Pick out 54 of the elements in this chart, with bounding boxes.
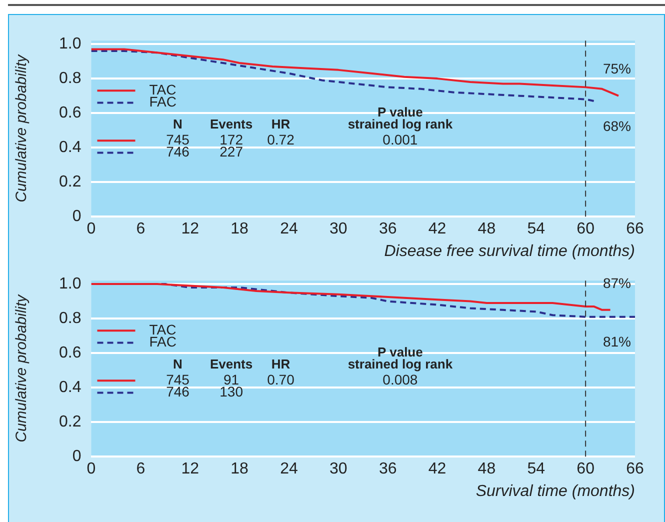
- x-tick-label: 6: [136, 220, 146, 238]
- y-tick-label: 0.6: [58, 344, 82, 362]
- y-tick-label: 1.0: [58, 35, 82, 52]
- x-tick-label: 54: [527, 220, 546, 238]
- annotation: 0.008: [382, 372, 418, 388]
- x-tick-label: 18: [230, 460, 249, 478]
- x-tick-label: 54: [527, 460, 546, 478]
- x-tick-label: 42: [428, 460, 446, 478]
- annotation: HR: [271, 356, 291, 372]
- annotation: Events: [210, 116, 253, 132]
- annotation: 87%: [602, 274, 631, 291]
- annotation: N: [173, 356, 182, 372]
- y-tick-label: 0.4: [58, 138, 82, 156]
- x-tick-label: 42: [428, 220, 446, 238]
- x-tick-label: 66: [626, 460, 644, 478]
- y-tick-label: 0.6: [58, 104, 82, 122]
- x-tick-label: 60: [576, 220, 595, 238]
- annotation: 0.70: [267, 372, 295, 388]
- annotation: 81%: [602, 334, 631, 350]
- y-tick-label: 0.2: [58, 173, 82, 190]
- x-tick-label: 30: [330, 460, 348, 478]
- annotation: 75%: [602, 60, 631, 77]
- annotation: N: [173, 116, 182, 132]
- x-tick-label: 36: [378, 220, 397, 238]
- x-tick-label: 6: [136, 460, 146, 478]
- x-tick-label: 18: [230, 220, 249, 238]
- y-tick-label: 1.0: [58, 275, 82, 292]
- x-tick-label: 30: [330, 220, 348, 238]
- x-tick-label: 24: [280, 460, 298, 478]
- y-tick-label: 0: [72, 208, 82, 226]
- annotation: HR: [271, 116, 291, 132]
- y-tick-label: 0.8: [58, 70, 82, 87]
- x-tick-label: 48: [478, 460, 496, 478]
- x-tick-label: 48: [478, 220, 496, 238]
- x-tick-label: 0: [86, 220, 96, 238]
- x-tick-label: 66: [626, 220, 644, 238]
- y-tick-label: 0.8: [58, 310, 82, 327]
- x-tick-label: 12: [181, 220, 200, 238]
- x-axis-title: Disease free survival time (months): [384, 242, 635, 260]
- x-tick-label: 0: [86, 460, 96, 478]
- x-tick-label: 60: [576, 460, 595, 478]
- y-tick-label: 0.4: [58, 378, 82, 396]
- annotation: 0.001: [382, 132, 418, 148]
- y-axis-title: Cumulative probability: [13, 293, 30, 442]
- annotation: 0.72: [267, 132, 295, 148]
- y-axis-title: Cumulative probability: [13, 53, 30, 202]
- y-tick-label: 0.2: [58, 413, 82, 430]
- annotation: 68%: [602, 118, 631, 134]
- x-tick-label: 24: [280, 220, 298, 238]
- x-tick-label: 36: [378, 460, 397, 478]
- x-axis-title: Survival time (months): [476, 482, 635, 500]
- annotation: Events: [210, 356, 253, 372]
- x-tick-label: 12: [181, 460, 200, 478]
- y-tick-label: 0: [72, 448, 82, 466]
